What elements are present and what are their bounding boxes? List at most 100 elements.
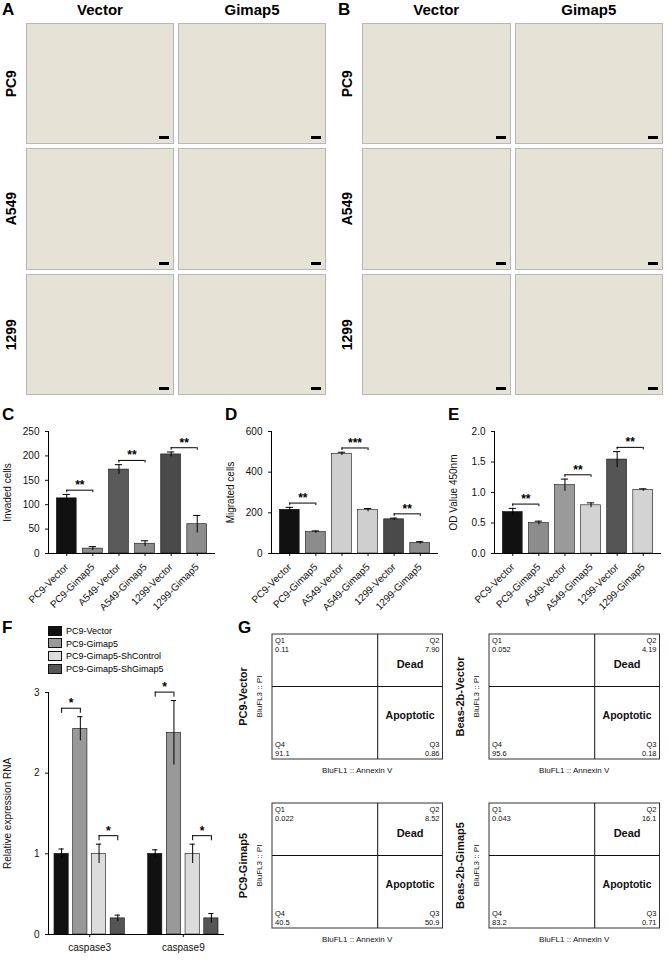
svg-text:*: * [106,824,111,838]
svg-text:0.022: 0.022 [275,814,294,823]
svg-text:Q1: Q1 [275,636,285,645]
svg-text:100: 100 [23,499,40,510]
svg-text:caspase9: caspase9 [162,942,205,953]
svg-text:250: 250 [23,426,40,437]
svg-text:caspase3: caspase3 [68,942,111,953]
svg-text:Apoptotic: Apoptotic [386,878,435,890]
svg-text:Q1: Q1 [275,805,285,814]
svg-text:**: ** [127,448,137,462]
svg-text:Q4: Q4 [275,909,285,918]
svg-text:**: ** [180,436,190,450]
svg-text:Q3: Q3 [429,740,439,749]
svg-text:400: 400 [246,466,263,477]
svg-text:**: ** [573,463,583,477]
svg-text:50: 50 [28,523,40,534]
svg-text:**: ** [403,502,413,516]
svg-text:**: ** [298,491,308,505]
svg-text:Q1: Q1 [492,636,502,645]
svg-text:0.043: 0.043 [492,814,511,823]
svg-text:40.5: 40.5 [275,918,290,927]
svg-text:600: 600 [246,426,263,437]
svg-text:BluFL3 :: PI: BluFL3 :: PI [472,676,481,718]
svg-text:Migrated cells: Migrated cells [225,462,236,524]
svg-text:0.11: 0.11 [275,645,289,654]
svg-text:BluFL1 :: Annexin V: BluFL1 :: Annexin V [539,935,610,944]
svg-text:PC9-Gimap5: PC9-Gimap5 [493,561,543,610]
svg-text:Q3: Q3 [429,909,439,918]
svg-text:Q2: Q2 [429,636,439,645]
svg-text:*: * [162,680,167,694]
svg-text:Q2: Q2 [429,805,439,814]
svg-text:3: 3 [34,687,40,698]
svg-text:0: 0 [34,548,40,559]
svg-text:1299-Gimap5: 1299-Gimap5 [596,561,647,612]
svg-text:50.9: 50.9 [425,918,440,927]
svg-text:200: 200 [23,450,40,461]
svg-text:Q4: Q4 [492,740,502,749]
svg-text:1299-Gimap5: 1299-Gimap5 [373,561,424,612]
svg-text:0: 0 [257,548,263,559]
svg-text:0.86: 0.86 [425,749,440,758]
svg-text:BluFL1 :: Annexin V: BluFL1 :: Annexin V [322,766,393,775]
svg-text:Beas-2b-Gimap5: Beas-2b-Gimap5 [454,822,466,909]
svg-text:0.71: 0.71 [641,918,656,927]
svg-text:Dead: Dead [397,658,424,670]
svg-text:Apoptotic: Apoptotic [386,709,435,721]
svg-text:Apoptotic: Apoptotic [602,709,651,721]
svg-text:PC9-Gimap5: PC9-Gimap5 [47,561,97,610]
svg-text:7.90: 7.90 [425,645,440,654]
svg-text:Q4: Q4 [275,740,285,749]
svg-text:0.18: 0.18 [641,749,656,758]
svg-text:PC9-Gimap5: PC9-Gimap5 [270,561,320,610]
svg-text:A549-Gimap5: A549-Gimap5 [543,561,595,613]
svg-text:Q3: Q3 [646,740,656,749]
svg-text:PC9-Vector: PC9-Vector [237,666,249,725]
svg-text:BluFL3 :: PI: BluFL3 :: PI [255,845,264,887]
svg-text:OD Value 450nm: OD Value 450nm [448,455,459,531]
svg-text:1.5: 1.5 [472,456,486,467]
svg-text:Dead: Dead [397,827,424,839]
svg-text:0.0: 0.0 [472,548,486,559]
svg-text:0: 0 [34,929,40,940]
svg-text:Q1: Q1 [492,805,502,814]
svg-text:***: *** [348,436,362,450]
svg-text:A549-Gimap5: A549-Gimap5 [320,561,372,613]
svg-text:150: 150 [23,475,40,486]
svg-text:Q2: Q2 [646,805,656,814]
svg-text:Q3: Q3 [646,909,656,918]
svg-text:Q2: Q2 [646,636,656,645]
svg-text:2.0: 2.0 [472,426,486,437]
svg-text:Dead: Dead [613,658,640,670]
svg-text:91.1: 91.1 [275,749,290,758]
svg-text:PC9-Gimap5: PC9-Gimap5 [237,833,249,898]
svg-text:BluFL3 :: PI: BluFL3 :: PI [472,845,481,887]
svg-text:Invaded cells: Invaded cells [2,463,13,521]
svg-text:Beas-2b-Vector: Beas-2b-Vector [454,656,466,737]
svg-text:4.19: 4.19 [641,645,656,654]
svg-text:8.52: 8.52 [425,814,440,823]
svg-text:A549-Vector: A549-Vector [75,561,123,608]
svg-text:*: * [69,696,74,710]
svg-text:83.2: 83.2 [492,918,507,927]
svg-text:*: * [200,824,205,838]
svg-text:**: ** [521,492,531,506]
svg-text:BluFL1 :: Annexin V: BluFL1 :: Annexin V [539,766,610,775]
svg-text:1.0: 1.0 [472,487,486,498]
svg-text:BluFL1 :: Annexin V: BluFL1 :: Annexin V [322,935,393,944]
svg-text:Relative expression RNA: Relative expression RNA [2,758,13,869]
svg-text:95.6: 95.6 [492,749,507,758]
svg-text:16.1: 16.1 [641,814,656,823]
svg-text:1: 1 [34,848,40,859]
svg-text:A549-Gimap5: A549-Gimap5 [97,561,149,613]
svg-text:0.052: 0.052 [492,645,511,654]
svg-text:200: 200 [246,507,263,518]
svg-text:Dead: Dead [613,827,640,839]
svg-text:BluFL3 :: PI: BluFL3 :: PI [255,676,264,718]
svg-text:Q4: Q4 [492,909,502,918]
svg-text:**: ** [626,435,636,449]
svg-text:**: ** [75,478,85,492]
svg-text:2: 2 [34,767,40,778]
svg-text:0.5: 0.5 [472,517,486,528]
svg-text:Apoptotic: Apoptotic [602,878,651,890]
svg-text:1299-Gimap5: 1299-Gimap5 [150,561,201,612]
